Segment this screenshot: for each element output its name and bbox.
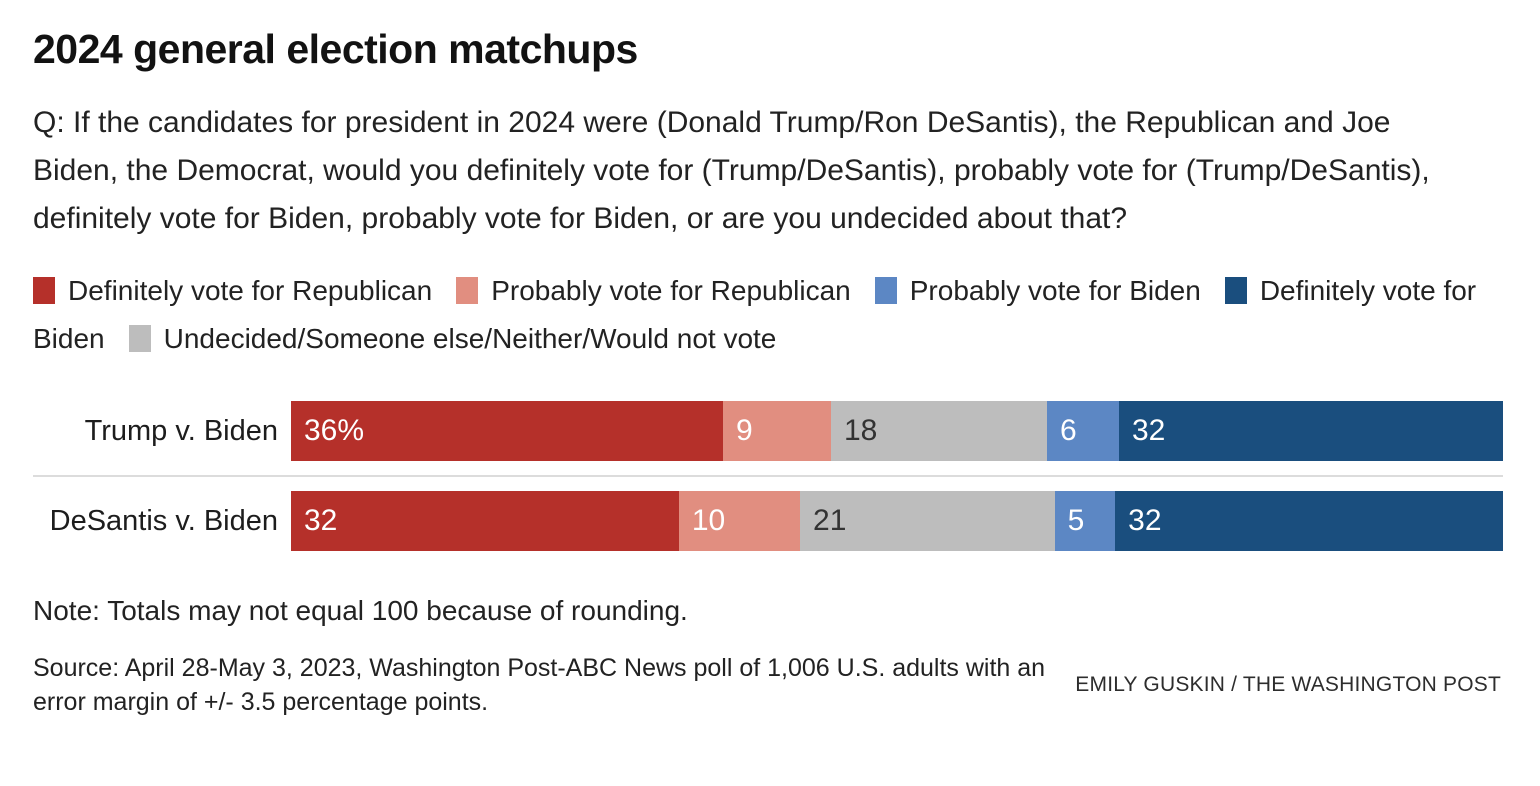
row-label: DeSantis v. Biden	[49, 505, 278, 537]
bar-segment: 10	[678, 491, 801, 551]
byline-credit: EMILY GUSKIN / THE WASHINGTON POST	[1075, 673, 1501, 696]
legend-item: Definitely vote for Biden	[33, 275, 1476, 354]
chart-row-trump-v-biden: Trump v. Biden 36% 9 18 6 32	[33, 401, 1503, 461]
legend-swatch-icon	[33, 277, 55, 304]
legend-item: Probably vote for Republican	[456, 275, 851, 306]
legend-label: Definitely vote for Biden	[33, 275, 1477, 354]
bar-segment-value: 32	[1128, 504, 1162, 537]
bar-segment-value: 6	[1060, 414, 1077, 447]
legend-swatch-icon	[874, 277, 897, 304]
page-title: 2024 general election matchups	[33, 26, 638, 72]
bar-segment: 36%	[291, 401, 723, 461]
legend: Definitely vote for Republican Probably v…	[33, 267, 1503, 363]
bar-segment-value: 36%	[304, 414, 365, 447]
legend-swatch-icon	[128, 325, 151, 352]
bar-segment-value: 5	[1067, 504, 1085, 537]
bar-segment: 9	[723, 401, 831, 461]
chart-row-desantis-v-biden: DeSantis v. Biden 32 10 21 5 32	[33, 491, 1503, 551]
bar-segment: 32	[1115, 491, 1503, 551]
source-text: Source: April 28-May 3, 2023, Washington…	[33, 654, 1046, 716]
legend-item: Probably vote for Biden	[874, 275, 1201, 306]
row-divider	[33, 475, 1503, 477]
bar-segment: 21	[800, 491, 1055, 551]
bar-segment-value: 32	[304, 504, 338, 537]
legend-swatch-icon	[1224, 277, 1247, 304]
bar-segment: 32	[291, 491, 679, 551]
bar-segment: 5	[1054, 491, 1116, 551]
legend-label: Definitely vote for Republican	[68, 275, 433, 306]
bar-segment-value: 10	[691, 504, 726, 537]
bar-segment-value: 9	[736, 414, 753, 447]
poll-question: Q: If the candidates for president in 20…	[33, 106, 1430, 235]
legend-label: Probably vote for Republican	[491, 275, 851, 306]
chart: Trump v. Biden 36% 9 18 6 32 DeSantis v. Biden…	[33, 401, 1503, 551]
bar-track: 32 10 21 5 32	[291, 491, 1503, 551]
row-label: Trump v. Biden	[84, 415, 278, 447]
legend-label: Undecided/Someone else/Neither/Would not…	[163, 323, 777, 354]
bar-segment: 6	[1047, 401, 1119, 461]
bar-segment: 32	[1119, 401, 1503, 461]
bar-segment: 18	[831, 401, 1047, 461]
footer: Source: April 28-May 3, 2023, Washington…	[33, 651, 1503, 719]
legend-item: Definitely vote for Republican	[33, 275, 432, 306]
chart-note: Note: Totals may not equal 100 because o…	[33, 595, 688, 626]
bar-segment-value: 32	[1132, 414, 1166, 447]
legend-item: Undecided/Someone else/Neither/Would not…	[128, 323, 777, 354]
bar-segment-value: 18	[844, 414, 878, 447]
legend-swatch-icon	[456, 277, 479, 304]
bar-track: 36% 9 18 6 32	[291, 401, 1503, 461]
bar-segment-value: 21	[813, 504, 847, 537]
legend-label: Probably vote for Biden	[909, 275, 1201, 306]
